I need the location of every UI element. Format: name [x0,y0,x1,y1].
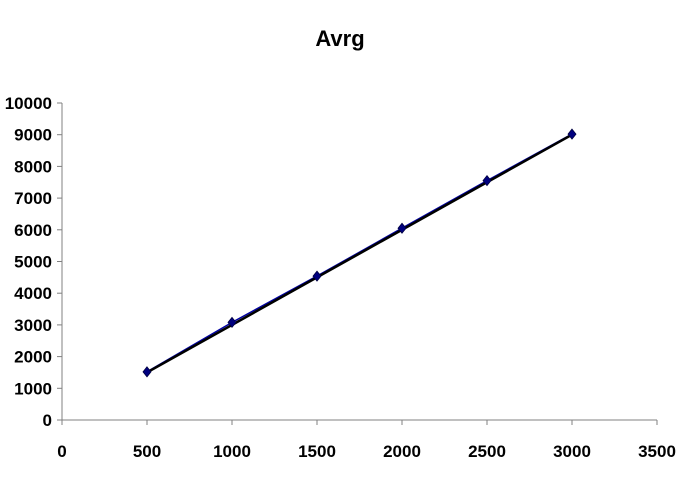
x-tick-label: 2000 [383,442,421,461]
axes: 0100020003000400050006000700080009000100… [5,94,676,461]
x-tick-label: 3000 [553,442,591,461]
x-tick-label: 1000 [213,442,251,461]
data-point-marker [567,128,577,140]
data-point-marker [482,175,492,187]
x-tick-label: 3500 [638,442,676,461]
y-tick-label: 4000 [14,284,52,303]
data-point-marker [312,270,322,282]
y-tick-label: 7000 [14,189,52,208]
data-point-marker [397,222,407,234]
y-tick-label: 9000 [14,126,52,145]
x-tick-label: 1500 [298,442,336,461]
y-tick-label: 1000 [14,379,52,398]
x-tick-label: 0 [57,442,66,461]
y-tick-label: 3000 [14,316,52,335]
chart-marks [142,128,577,378]
y-tick-label: 2000 [14,348,52,367]
data-point-marker [227,316,237,329]
trendline [146,133,573,374]
data-point-marker [142,366,152,378]
chart-title: Avrg [315,26,364,51]
y-tick-label: 10000 [5,94,52,113]
x-tick-label: 500 [133,442,161,461]
y-tick-label: 5000 [14,253,52,272]
y-tick-label: 8000 [14,157,52,176]
y-tick-label: 6000 [14,221,52,240]
y-tick-label: 0 [43,411,52,430]
x-tick-label: 2500 [468,442,506,461]
